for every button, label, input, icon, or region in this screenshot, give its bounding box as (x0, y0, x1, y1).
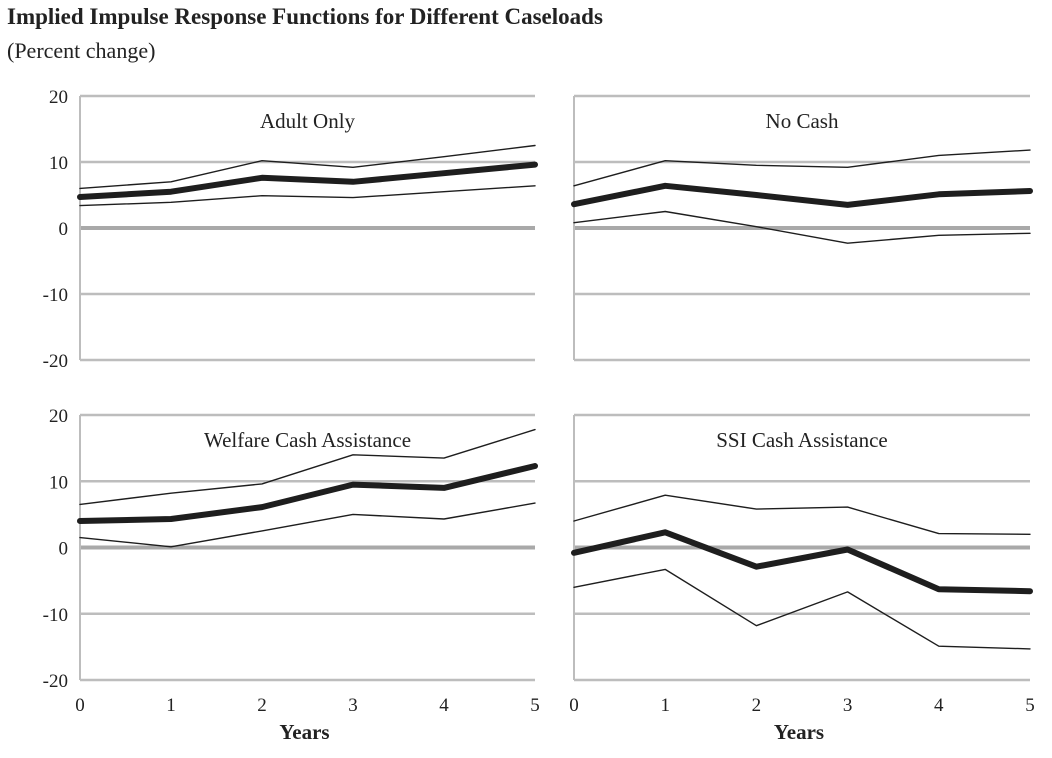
x-tick-label: 5 (530, 695, 540, 716)
x-tick-label: 0 (569, 695, 579, 716)
estimate-line (77, 463, 538, 524)
y-tick-label: -20 (43, 671, 68, 692)
x-tick-label: 2 (752, 695, 762, 716)
lower-band-line (79, 185, 536, 207)
panel-title: SSI Cash Assistance (716, 428, 888, 452)
y-tick-label: -10 (43, 605, 68, 626)
x-tick-label: 3 (348, 695, 358, 716)
y-tick-label: 20 (49, 87, 68, 108)
y-tick-label: -10 (43, 285, 68, 306)
estimate-line (77, 161, 538, 200)
upper-band-line (79, 144, 536, 190)
chart-title: Implied Impulse Response Functions for D… (7, 4, 603, 29)
y-tick-label: 0 (59, 539, 69, 560)
estimate-line (571, 182, 1033, 208)
x-tick-label: 0 (75, 695, 85, 716)
y-tick-label: 10 (49, 472, 68, 493)
panel-title: Adult Only (260, 109, 356, 133)
x-tick-label: 1 (660, 695, 670, 716)
x-tick-label: 2 (257, 695, 267, 716)
upper-band-line (79, 428, 536, 506)
x-axis-label: Years (279, 720, 329, 744)
lower-band-line (79, 502, 536, 548)
x-tick-label: 4 (934, 695, 944, 716)
x-tick-label: 3 (843, 695, 853, 716)
x-tick-label: 1 (166, 695, 176, 716)
y-tick-label: 0 (59, 219, 69, 240)
x-tick-label: 4 (439, 695, 449, 716)
estimate-line (571, 529, 1033, 595)
y-tick-label: 20 (49, 406, 68, 427)
lower-band-line (573, 210, 1031, 244)
panel-title: Welfare Cash Assistance (204, 428, 411, 452)
panel-title: No Cash (766, 109, 839, 133)
x-axis-label: Years (774, 720, 824, 744)
y-tick-label: -20 (43, 351, 68, 372)
upper-band-line (573, 494, 1031, 535)
chart-subtitle: (Percent change) (7, 38, 156, 63)
x-tick-label: 5 (1025, 695, 1035, 716)
lower-band-line (573, 568, 1031, 650)
upper-band-line (573, 149, 1031, 187)
y-tick-label: 10 (49, 153, 68, 174)
